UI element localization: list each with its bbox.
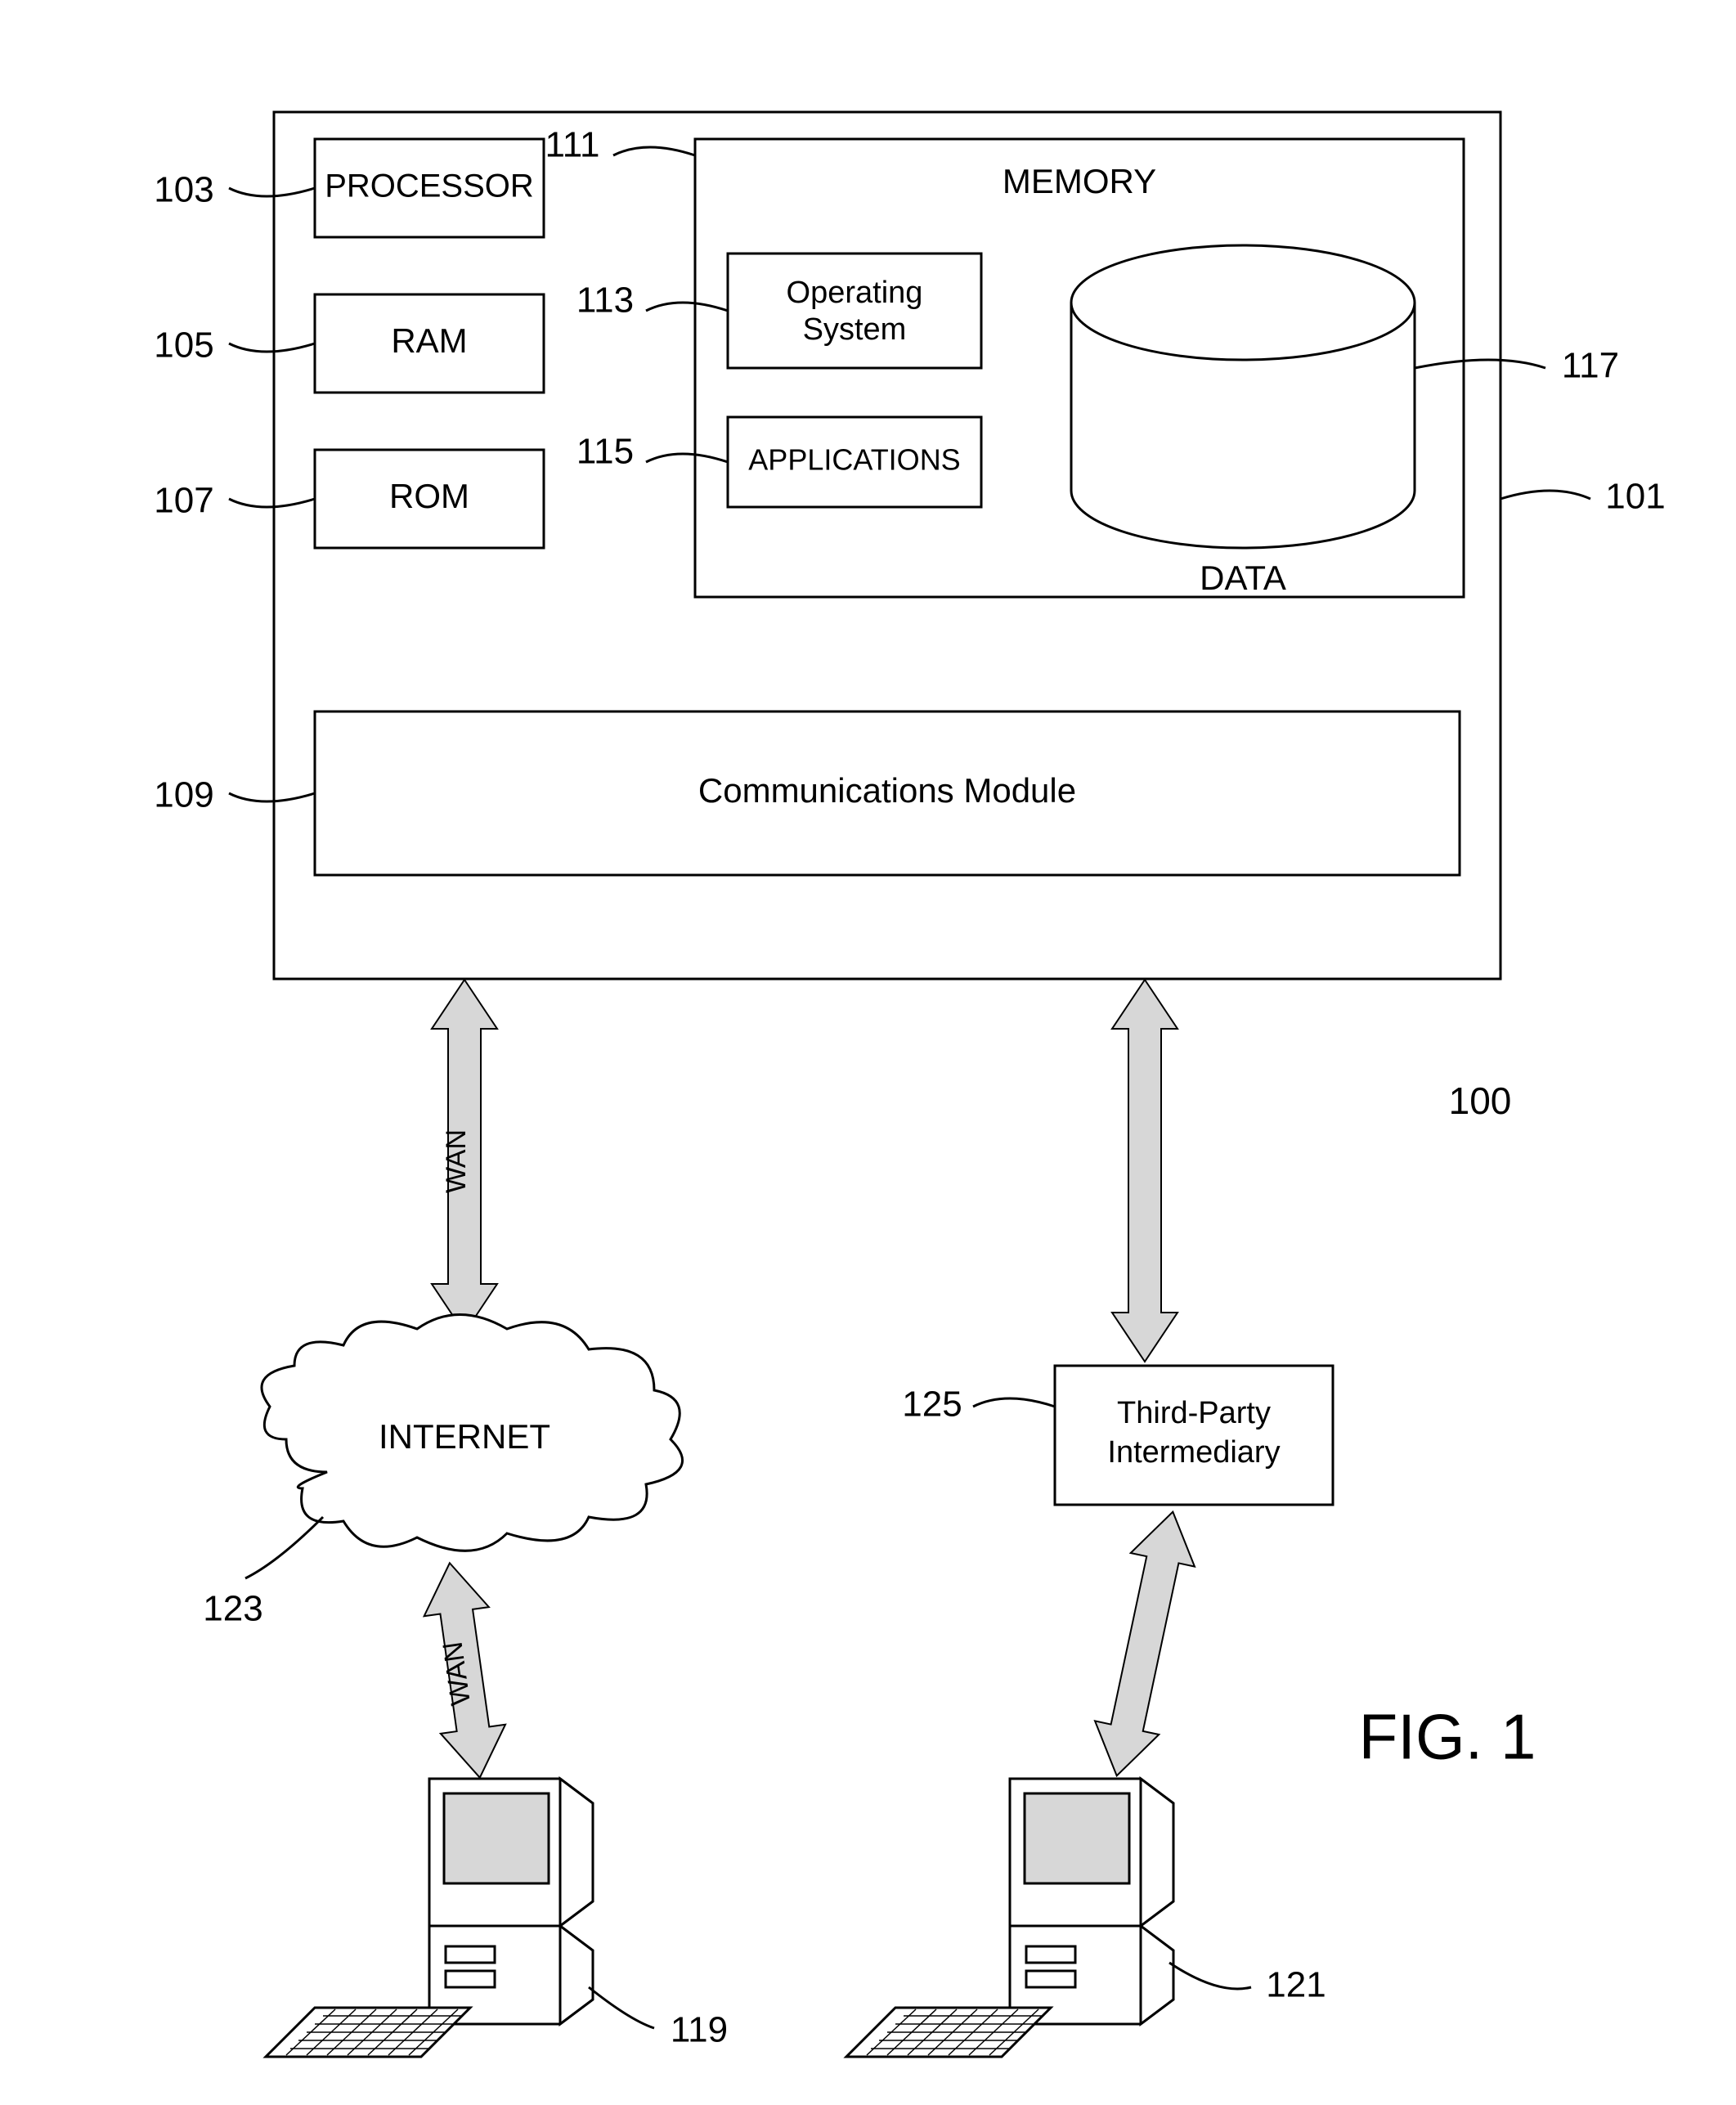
thirdparty-label-2: Intermediary (1107, 1435, 1280, 1470)
terminal-right (846, 1779, 1173, 2057)
leader-101 (1500, 491, 1590, 499)
ref-111: 111 (545, 125, 600, 165)
ref-101: 101 (1605, 477, 1665, 517)
ref-119: 119 (671, 2010, 728, 2050)
figure-title: FIG. 1 (1359, 1701, 1536, 1773)
ref-117: 117 (1562, 346, 1619, 386)
os-label-line2: System (803, 312, 907, 347)
ref-121: 121 (1266, 1965, 1326, 2005)
os-box (728, 254, 981, 368)
data-label: DATA (1200, 559, 1286, 597)
arrow-internet-terminal: WAN (417, 1559, 512, 1783)
ref-107: 107 (154, 481, 213, 521)
rom-label: ROM (389, 477, 469, 515)
apps-label: APPLICATIONS (748, 443, 960, 477)
ref-113: 113 (576, 281, 634, 321)
leader-123 (245, 1517, 323, 1578)
processor-label: PROCESSOR (325, 168, 534, 204)
os-label-line1: Operating (787, 276, 923, 310)
ref-103: 103 (154, 170, 213, 210)
leader-125 (973, 1398, 1055, 1407)
arrow-comm-internet: WAN (432, 980, 497, 1333)
comm-label: Communications Module (698, 771, 1076, 810)
leader-119 (589, 1987, 654, 2028)
data-cylinder (1071, 245, 1415, 548)
memory-label: MEMORY (1003, 162, 1156, 200)
ref-109: 109 (154, 775, 213, 815)
terminal-left (266, 1779, 593, 2057)
ref-125: 125 (902, 1385, 962, 1425)
arrow-comm-thirdparty (1112, 980, 1178, 1362)
ref-115: 115 (576, 432, 634, 472)
ref-105: 105 (154, 325, 213, 366)
leader-121 (1169, 1963, 1251, 1989)
svg-text:WAN: WAN (441, 1129, 472, 1193)
thirdparty-label-1: Third-Party (1117, 1396, 1271, 1430)
ref-123: 123 (203, 1589, 262, 1629)
ram-label: RAM (391, 321, 467, 360)
internet-label: INTERNET (379, 1417, 550, 1456)
arrow-thirdparty-terminal (1085, 1505, 1205, 1782)
ref-100: 100 (1449, 1079, 1512, 1122)
